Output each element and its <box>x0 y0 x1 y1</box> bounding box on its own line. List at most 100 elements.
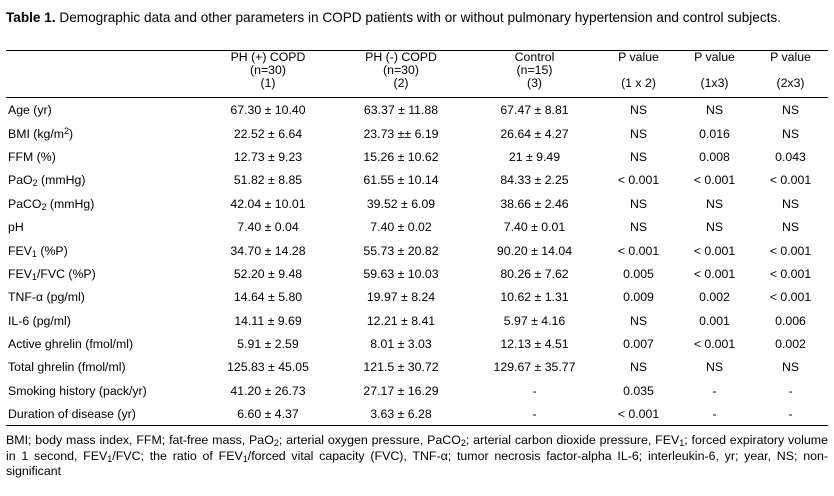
row-label: FFM (%) <box>6 146 202 169</box>
row-label-subscript: 2 <box>41 201 47 212</box>
row-label: IL-6 (pg/ml) <box>6 310 202 333</box>
table-cell: 7.40 ± 0.02 <box>370 220 432 235</box>
table-row: FEV1/FVC (%P) 52.20 ± 9.48 59.63 ± 10.03 80… <box>6 263 828 286</box>
table-cell: 6.60 ± 4.37 <box>237 407 299 422</box>
table-cell: - <box>532 383 537 398</box>
table-cell: 67.30 ± 10.40 <box>230 103 306 118</box>
table-cell: < 0.001 <box>769 290 812 305</box>
table-cell: 12.13 ± 4.51 <box>500 337 569 352</box>
footnote-text: /FVC; the ratio of FEV <box>112 448 243 463</box>
footnote-text: ; arterial oxygen pressure, PaCO <box>278 433 461 447</box>
column-header-name: PH (+) COPD <box>230 50 306 64</box>
table-cell: 129.67 ± 35.77 <box>493 360 576 375</box>
table-cell: - <box>788 383 793 398</box>
row-label-text: PaO <box>8 173 33 188</box>
row-label-unit: (mmHg) <box>46 196 95 211</box>
header-rule <box>6 97 828 98</box>
table-body: Age (yr) 67.30 ± 10.40 63.37 ± 11.88 67.47 … <box>6 99 828 426</box>
table-cell: 41.20 ± 26.73 <box>230 383 306 398</box>
table-cell: 7.40 ± 0.01 <box>503 220 566 235</box>
table-row: PaO2 (mmHg) 51.82 ± 8.85 61.55 ± 10.14 84.3… <box>6 169 828 192</box>
row-label-subscript: 1 <box>31 271 37 282</box>
table-cell: 0.002 <box>699 290 730 305</box>
column-header: PH (-) COPD (n=30) (2) <box>334 51 468 99</box>
table-cell: 0.001 <box>699 313 730 328</box>
column-header-idx <box>6 77 202 90</box>
footnote-text: ; forced expiratory volume in 1 second, … <box>6 433 828 463</box>
column-header-idx: (3) <box>526 76 543 90</box>
table-cell: - <box>712 383 717 398</box>
row-label: TNF-α (pg/ml) <box>6 286 202 309</box>
row-label-text: Active ghrelin (fmol/ml) <box>8 337 134 352</box>
column-header <box>6 51 202 99</box>
table-cell: 23.73 ±± 6.19 <box>363 126 439 141</box>
row-label: Active ghrelin (fmol/ml) <box>6 333 202 356</box>
row-label-text: Total ghrelin (fmol/ml) <box>8 360 126 375</box>
table-cell: 3.63 ± 6.28 <box>370 407 432 422</box>
table-cell: 0.007 <box>623 337 654 352</box>
row-label-text: pH <box>8 220 24 235</box>
table-cell: 22.52 ± 6.64 <box>233 126 303 141</box>
table-cell: NS <box>629 103 648 118</box>
footnote-text: ; arterial carbon dioxide pressure, FEV <box>465 433 680 447</box>
table-cell: 5.91 ± 2.59 <box>237 337 299 352</box>
table-cell: NS <box>629 313 648 328</box>
row-label: Total ghrelin (fmol/ml) <box>6 356 202 379</box>
table-cell: 0.005 <box>623 266 654 281</box>
column-header-idx: (1x3) <box>700 76 729 90</box>
column-header-n: (n=15) <box>516 63 553 77</box>
table-row: pH 7.40 ± 0.04 7.40 ± 0.02 7.40 ± 0.01 NS NS N… <box>6 216 828 239</box>
table-cell: - <box>788 407 793 422</box>
table-cell: 55.73 ± 20.82 <box>363 243 439 258</box>
column-header-name: PH (-) COPD <box>365 50 437 64</box>
column-header-idx: (1 x 2) <box>621 76 656 90</box>
column-header-name: Control <box>514 50 555 64</box>
table-cell: NS <box>781 360 800 375</box>
table-cell: 90.20 ± 14.04 <box>496 243 573 258</box>
table-cell: NS <box>781 220 800 235</box>
table-cell: 0.009 <box>623 290 654 305</box>
footnote-subscript: 1 <box>107 453 113 464</box>
table-cell: < 0.001 <box>769 243 812 258</box>
column-header: P value (1x3) <box>676 51 753 99</box>
table-row: BMI (kg/m2) 22.52 ± 6.64 23.73 ±± 6.19 26.6… <box>6 122 828 145</box>
table-cell: 19.97 ± 8.24 <box>366 290 436 305</box>
column-header-n: (n=30) <box>383 63 419 77</box>
table-cell: 67.47 ± 8.81 <box>500 103 569 118</box>
table-label: Table 1. <box>6 10 56 25</box>
table-caption-text: Demographic data and other parameters in… <box>55 10 781 25</box>
table-cell: 0.002 <box>775 337 806 352</box>
table-cell: 125.83 ± 45.05 <box>227 360 309 375</box>
table-cell: < 0.001 <box>693 173 736 188</box>
table-cell: 52.20 ± 9.48 <box>233 266 303 281</box>
table-cell: 121.5 ± 30.72 <box>363 360 439 375</box>
table-row: Age (yr) 67.30 ± 10.40 63.37 ± 11.88 67.47 … <box>6 99 828 122</box>
table-cell: < 0.001 <box>693 243 736 258</box>
table-cell: 27.17 ± 16.29 <box>363 383 439 398</box>
table-footnote: BMI; body mass index, FFM; fat-free mass… <box>6 433 828 480</box>
column-header: PH (+) COPD (n=30) (1) <box>202 51 334 99</box>
table-cell: 59.63 ± 10.03 <box>363 266 439 281</box>
table-row: Active ghrelin (fmol/ml) 5.91 ± 2.59 8.01 … <box>6 333 828 356</box>
table-cell: 15.26 ± 10.62 <box>363 149 439 164</box>
table-cell: 63.37 ± 11.88 <box>363 103 439 118</box>
row-label: Duration of disease (yr) <box>6 403 202 426</box>
table-cell: 8.01 ± 3.03 <box>370 337 432 352</box>
table-cell: 12.21 ± 8.41 <box>366 313 436 328</box>
table-cell: < 0.001 <box>769 173 812 188</box>
table-cell: 42.04 ± 10.01 <box>230 196 306 211</box>
table-cell: NS <box>781 126 800 141</box>
row-label-text: BMI (kg/m <box>8 126 65 141</box>
row-label-subscript: 2 <box>32 178 38 189</box>
table-cell: 80.26 ± 7.62 <box>500 266 569 281</box>
row-label-unit: ) <box>69 126 74 141</box>
column-header-name: P value <box>618 50 659 64</box>
table-cell: 0.043 <box>775 149 806 164</box>
table-cell: 61.55 ± 10.14 <box>363 173 439 188</box>
row-label-text: FFM (%) <box>8 149 56 164</box>
row-label-text: Duration of disease (yr) <box>8 407 136 422</box>
table-cell: NS <box>705 220 724 235</box>
column-header-idx: (2) <box>393 76 409 90</box>
table-cell: NS <box>629 220 648 235</box>
row-label-text: FEV <box>8 243 32 258</box>
